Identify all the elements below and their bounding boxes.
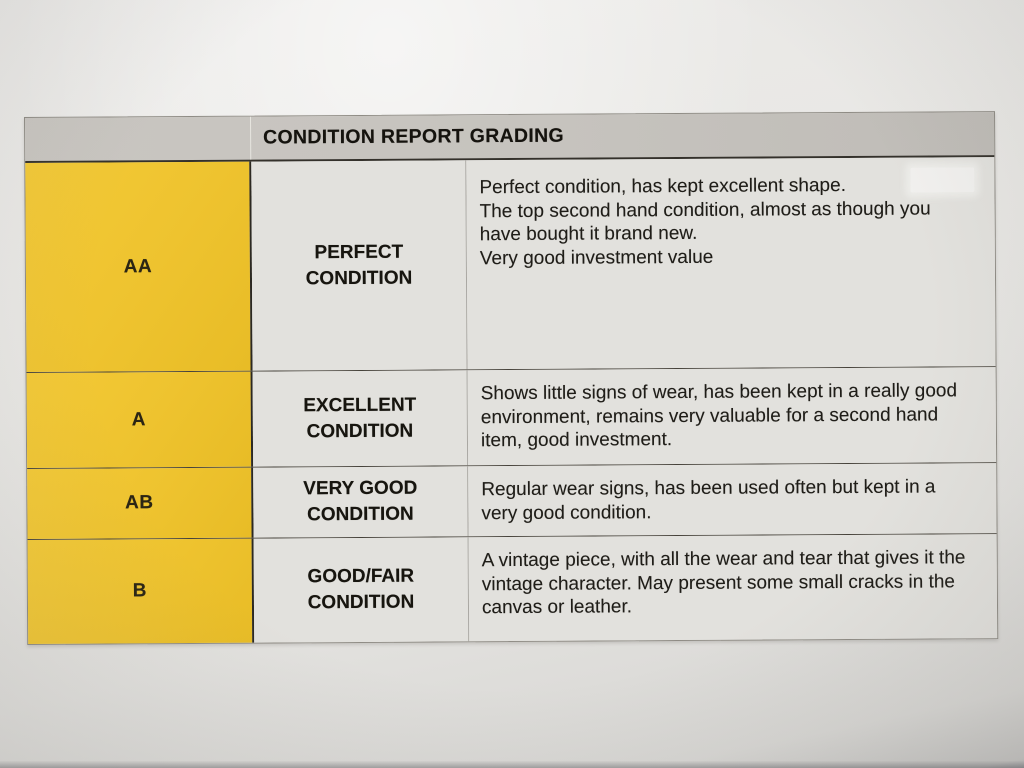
description-cell: Regular wear signs, has been used often … <box>468 463 997 537</box>
grade-label: AB <box>125 492 154 514</box>
grade-label: B <box>132 580 148 602</box>
condition-cell: VERY GOOD CONDITION <box>253 466 469 538</box>
grade-label: AA <box>123 255 153 277</box>
table-row: A EXCELLENT CONDITION Shows little signs… <box>26 366 997 468</box>
header-spacer-cell <box>25 116 252 161</box>
grade-cell: AB <box>27 467 254 539</box>
description-cell: Shows little signs of wear, has been kep… <box>467 367 997 466</box>
condition-label: PERFECT CONDITION <box>305 241 413 289</box>
description-paragraph: A vintage piece, with all the wear and t… <box>481 547 966 619</box>
condition-cell: GOOD/FAIR CONDITION <box>253 537 470 643</box>
grade-cell: AA <box>25 161 253 372</box>
paper-bottom-edge <box>0 761 1024 768</box>
description-paragraph: Perfect condition, has kept excellent sh… <box>479 174 847 199</box>
description-cell: Perfect condition, has kept excellent sh… <box>466 157 996 370</box>
grading-table: CONDITION REPORT GRADING AA PERFECT COND… <box>24 111 999 645</box>
description-paragraph: The top second hand condition, almost as… <box>479 197 931 246</box>
grade-cell: A <box>26 371 254 468</box>
description-paragraph: Shows little signs of wear, has been kep… <box>480 380 958 452</box>
table-header: CONDITION REPORT GRADING <box>25 112 995 163</box>
condition-cell: EXCELLENT CONDITION <box>252 370 469 467</box>
grade-cell: B <box>27 538 255 644</box>
description-cell: A vintage piece, with all the wear and t… <box>468 534 998 642</box>
table-row: AA PERFECT CONDITION Perfect condition, … <box>25 157 996 372</box>
table-row: AB VERY GOOD CONDITION Regular wear sign… <box>27 462 997 539</box>
condition-label: EXCELLENT CONDITION <box>303 394 417 442</box>
grade-label: A <box>131 408 147 430</box>
condition-cell: PERFECT CONDITION <box>251 160 468 371</box>
description-paragraph: Regular wear signs, has been used often … <box>481 476 936 524</box>
table-title: CONDITION REPORT GRADING <box>263 124 564 149</box>
description-paragraph: Very good investment value <box>479 246 714 269</box>
condition-label: GOOD/FAIR CONDITION <box>307 565 415 614</box>
condition-label: VERY GOOD CONDITION <box>303 477 418 526</box>
whiteout-patch <box>910 167 975 193</box>
table-row: B GOOD/FAIR CONDITION A vintage piece, w… <box>27 533 998 644</box>
